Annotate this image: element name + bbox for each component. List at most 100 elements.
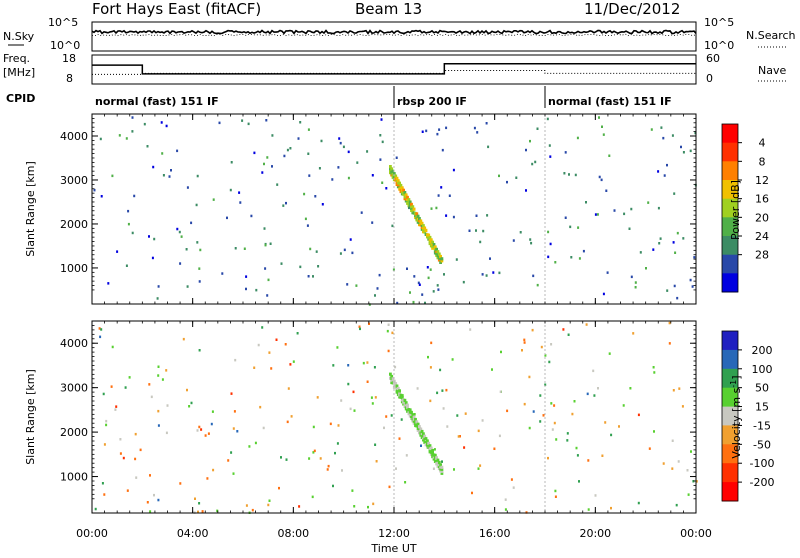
- heatmap-speckle: [437, 284, 439, 287]
- beam-title: Beam 13: [355, 0, 422, 18]
- freq-trace: [92, 64, 696, 74]
- heatmap-speckle: [351, 252, 353, 255]
- heatmap-speckle: [607, 271, 609, 274]
- heatmap-speckle: [340, 252, 342, 255]
- heatmap-speckle: [382, 141, 384, 144]
- heatmap-speckle: [314, 195, 316, 198]
- heatmap-speckle: [344, 249, 346, 252]
- heatmap-speckle: [693, 256, 695, 259]
- heatmap-speckle: [445, 214, 447, 217]
- heatmap-speckle: [157, 297, 159, 300]
- colorbar-swatch: [722, 143, 738, 162]
- heatmap-speckle: [647, 201, 649, 204]
- heatmap-speckle: [658, 207, 660, 210]
- heatmap-speckle: [348, 151, 350, 154]
- freq-left-tick-bottom: 8: [66, 72, 73, 85]
- heatmap-speckle: [476, 131, 478, 134]
- heatmap-speckle: [245, 288, 247, 291]
- heatmap-speckle: [673, 192, 675, 195]
- heatmap-speckle: [244, 248, 246, 251]
- heatmap-speckle: [170, 169, 172, 172]
- heatmap-speckle: [268, 279, 270, 282]
- heatmap-speckle: [266, 294, 268, 297]
- heatmap-speckle: [338, 137, 340, 140]
- heatmap-speckle: [381, 182, 383, 185]
- heatmap-speckle: [482, 230, 484, 233]
- heatmap-speckle: [660, 237, 662, 240]
- date-title: 11/Dec/2012: [584, 0, 680, 18]
- heatmap-speckle: [673, 241, 675, 244]
- heatmap-speckle: [456, 258, 458, 261]
- heatmap-speckle: [148, 235, 150, 238]
- heatmap-speckle: [652, 248, 654, 251]
- heatmap-speckle: [161, 152, 163, 155]
- heatmap-speckle: [630, 208, 632, 211]
- heatmap-speckle: [343, 146, 345, 149]
- heatmap-speckle: [438, 128, 440, 131]
- heatmap-speckle: [226, 217, 228, 220]
- heatmap-speckle: [196, 204, 198, 207]
- heatmap-speckle: [94, 189, 96, 192]
- heatmap-speckle: [635, 286, 637, 289]
- heatmap-speckle: [270, 243, 272, 246]
- heatmap-speckle: [263, 163, 265, 166]
- heatmap-speckle: [605, 190, 607, 193]
- heatmap-speckle: [396, 157, 398, 160]
- heatmap-speckle: [372, 174, 374, 177]
- heatmap-speckle: [549, 144, 551, 147]
- heatmap-speckle: [179, 231, 181, 234]
- heatmap-speckle: [248, 123, 250, 126]
- heatmap-speckle: [132, 116, 134, 119]
- power-ylabel: Slant Range [km]: [24, 161, 37, 257]
- heatmap-speckle: [322, 203, 324, 206]
- heatmap-speckle: [666, 164, 668, 167]
- heatmap-speckle: [683, 151, 685, 154]
- heatmap-speckle: [487, 146, 489, 149]
- heatmap-speckle: [554, 261, 556, 264]
- heatmap-speckle: [379, 134, 381, 137]
- heatmap-speckle: [690, 279, 692, 282]
- heatmap-speckle: [603, 293, 605, 296]
- heatmap-speckle: [340, 142, 342, 145]
- heatmap-speckle: [568, 173, 570, 176]
- heatmap-speckle: [128, 223, 130, 226]
- heatmap-speckle: [271, 165, 273, 168]
- heatmap-speckle: [266, 156, 268, 159]
- heatmap-speckle: [453, 216, 455, 219]
- heatmap-speckle: [489, 257, 491, 260]
- heatmap-speckle: [623, 213, 625, 216]
- heatmap-speckle: [492, 271, 494, 274]
- heatmap-speckle: [265, 119, 267, 122]
- heatmap-speckle: [391, 225, 393, 228]
- heatmap-cell: [425, 229, 428, 232]
- cpid-segment-label: rbsp 200 IF: [397, 95, 467, 108]
- heatmap-speckle: [287, 149, 289, 152]
- noise-sky-trace: [92, 31, 696, 34]
- heatmap-speckle: [421, 293, 423, 296]
- heatmap-speckle: [645, 267, 647, 270]
- heatmap-speckle: [433, 290, 435, 293]
- heatmap-speckle: [608, 155, 610, 158]
- heatmap-speckle: [158, 285, 160, 288]
- heatmap-speckle: [285, 202, 287, 205]
- heatmap-speckle: [309, 248, 311, 251]
- y-tick-label: 3000: [60, 174, 88, 187]
- heatmap-speckle: [190, 222, 192, 225]
- heatmap-speckle: [565, 151, 567, 154]
- heatmap-speckle: [547, 231, 549, 234]
- heatmap-speckle: [282, 204, 284, 207]
- heatmap-speckle: [498, 272, 500, 275]
- heatmap-speckle: [563, 172, 565, 175]
- heatmap-speckle: [585, 201, 587, 204]
- heatmap-speckle: [337, 166, 339, 169]
- y-tick-label: 1000: [60, 262, 88, 275]
- cpid-label: CPID: [6, 92, 35, 105]
- nave-label: Nave: [758, 64, 786, 77]
- velocity-cells: [95, 322, 698, 514]
- heatmap-speckle: [213, 198, 215, 201]
- heatmap-speckle: [374, 294, 376, 297]
- heatmap-speckle: [255, 289, 257, 292]
